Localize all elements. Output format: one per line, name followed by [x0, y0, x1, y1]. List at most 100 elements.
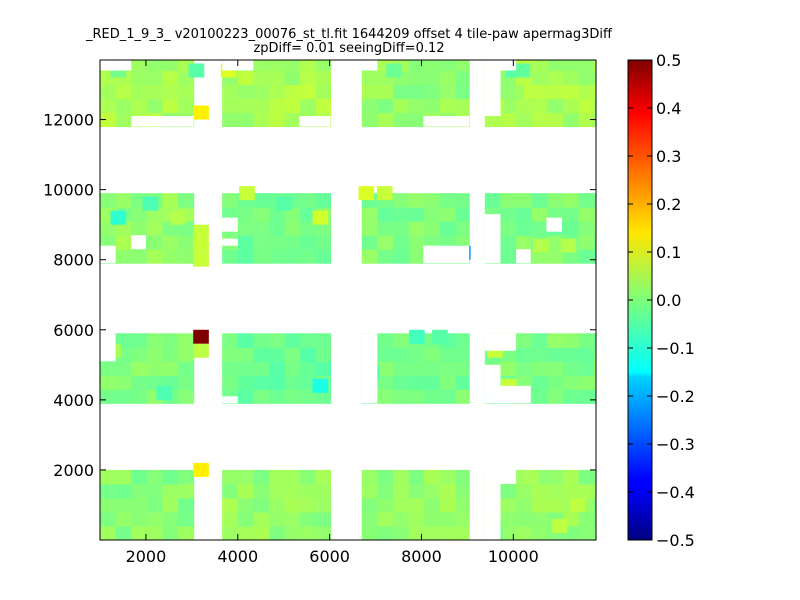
heatmap-tile [377, 511, 394, 527]
heatmap-tile [500, 347, 517, 362]
heatmap-tile [115, 84, 132, 100]
heatmap-tile [547, 249, 564, 264]
heatmap-tile [131, 361, 148, 376]
heatmap-tile [361, 249, 378, 264]
heatmap-tile [300, 60, 317, 72]
heatmap-tile [547, 375, 564, 390]
heatmap-tile [131, 249, 148, 264]
heatmap-tile [162, 483, 179, 499]
heatmap-tile [516, 347, 533, 362]
heatmap-tile [531, 525, 548, 540]
heatmap-tile [115, 193, 132, 208]
heatmap-tile [547, 497, 564, 513]
heatmap-tile [408, 483, 425, 499]
heatmap-tile [361, 207, 378, 222]
heatmap-tile [578, 193, 595, 208]
heatmap-tile [237, 70, 254, 86]
heatmap-tile [178, 98, 195, 114]
heatmap-tile [300, 98, 317, 114]
heatmap-tile [146, 249, 163, 264]
heatmap-tile [516, 98, 533, 114]
heatmap-tile [146, 469, 163, 485]
heatmap-tile [300, 483, 317, 499]
heatmap-cell [193, 329, 209, 344]
heatmap-tile [594, 70, 596, 86]
heatmap-tile [222, 525, 239, 540]
y-tick-label: 2000 [53, 461, 94, 480]
heatmap-tile [300, 193, 317, 208]
heatmap-tile [162, 70, 179, 86]
empty-tile [222, 396, 238, 404]
heatmap-tile [237, 347, 254, 362]
heatmap-tile [300, 221, 317, 236]
heatmap-tile [516, 497, 533, 513]
heatmap-tile [393, 333, 410, 348]
colorbar-tick-label: 0.3 [656, 147, 681, 166]
heatmap-tile [131, 389, 148, 404]
heatmap-tile [253, 375, 270, 390]
heatmap-cell [170, 210, 186, 225]
empty-tile [423, 245, 470, 264]
heatmap-tile [146, 483, 163, 499]
heatmap-tile [500, 249, 517, 264]
heatmap-tile [393, 389, 410, 404]
colorbar-tick-label: −0.1 [656, 339, 695, 358]
heatmap-tile [594, 525, 596, 540]
heatmap-tile [393, 84, 410, 100]
heatmap-tile [393, 207, 410, 222]
heatmap-tile [300, 361, 317, 376]
heatmap-tile [547, 70, 564, 86]
heatmap-cell [432, 329, 448, 344]
heatmap-tile [178, 389, 195, 404]
heatmap-tile [439, 193, 456, 208]
heatmap-tile [408, 235, 425, 250]
heatmap-tile [300, 235, 317, 250]
heatmap-tile [531, 193, 548, 208]
heatmap-tile [455, 221, 470, 236]
heatmap-tile [146, 511, 163, 527]
heatmap-tile [146, 361, 163, 376]
heatmap-tile [500, 84, 517, 100]
heatmap-tile [424, 98, 441, 114]
heatmap-tile [269, 333, 286, 348]
heatmap-tile [455, 84, 470, 100]
heatmap-tile [162, 221, 179, 236]
heatmap-tile [284, 60, 301, 72]
heatmap-tile [562, 483, 580, 499]
chart-title-line2: zpDiff= 0.01 seeingDiff=0.12 [253, 41, 444, 56]
heatmap-tile [408, 347, 425, 362]
heatmap-tile [300, 525, 317, 540]
heatmap-tile [269, 389, 286, 404]
heatmap-tile [315, 389, 332, 404]
empty-tile [484, 364, 501, 404]
heatmap-tile [315, 333, 332, 348]
heatmap-cell [193, 105, 209, 120]
heatmap-tile [162, 333, 179, 348]
heatmap-tile [500, 235, 517, 250]
heatmap-tile [131, 497, 148, 513]
heatmap-tile [408, 389, 425, 404]
heatmap-tile [439, 221, 456, 236]
colorbar-tick-label: −0.2 [656, 387, 695, 406]
heatmap-tile [115, 221, 132, 236]
heatmap-tile [178, 60, 195, 72]
colorbar-tick-label: −0.5 [656, 531, 695, 550]
empty-tile [500, 60, 517, 71]
empty-tile [516, 249, 531, 264]
heatmap-cell [193, 224, 209, 239]
heatmap-tile [253, 361, 270, 376]
heatmap-tile [284, 511, 301, 527]
heatmap-tile [115, 361, 132, 376]
heatmap-tile [578, 235, 595, 250]
heatmap-cell [193, 343, 209, 358]
heatmap-tile [361, 112, 378, 128]
heatmap-tile [131, 469, 148, 485]
heatmap-tile [300, 511, 317, 527]
heatmap-cell [110, 210, 127, 225]
heatmap-tile [424, 375, 441, 390]
y-tick-label: 10000 [43, 181, 94, 200]
heatmap-tile [361, 98, 378, 114]
heatmap-tile [562, 207, 580, 222]
heatmap-tile [531, 112, 548, 128]
heatmap-tile [594, 249, 596, 264]
